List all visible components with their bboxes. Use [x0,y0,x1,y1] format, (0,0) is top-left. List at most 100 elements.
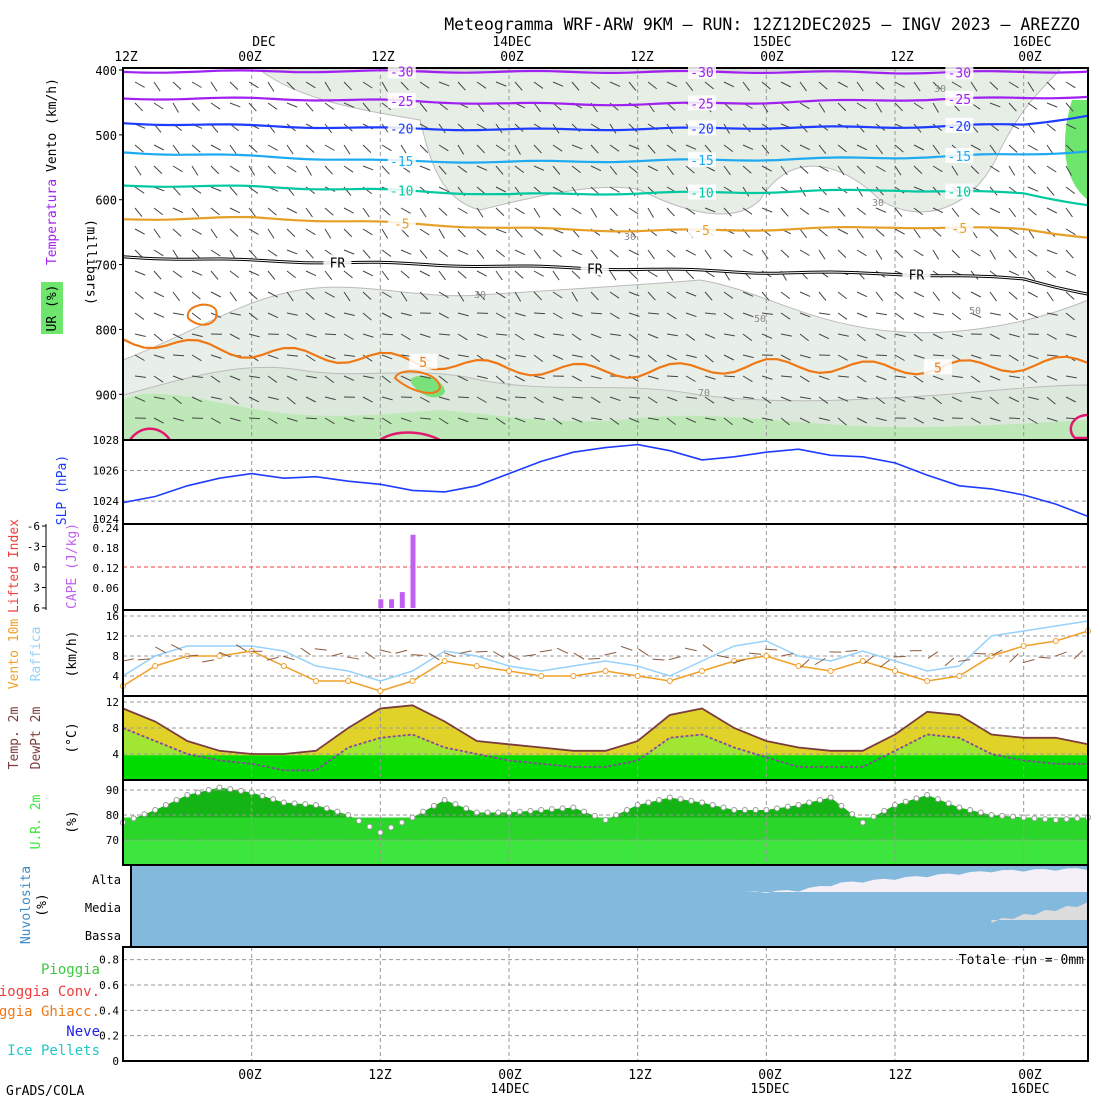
cape-bar [389,599,395,608]
wind-barb [609,270,617,281]
wind-barb [571,165,581,174]
wind-barb [533,312,546,315]
precip-legend-label: Pioggia [41,962,100,978]
wind-barb [647,354,657,363]
wind-barb [305,270,317,277]
top-hour-label: 12Z [371,50,395,65]
wind-barb [856,333,866,342]
wind-barb [571,417,583,423]
wind-barb [267,144,278,151]
wind-barb [305,144,315,153]
wind-barb [685,396,697,399]
wind-barb [666,396,678,402]
wind-barb [1065,123,1077,130]
wind-barb [723,354,735,361]
wind-barb [400,144,408,155]
isotherm-label: -20 [690,122,713,137]
rh-point [495,809,502,816]
wind-barb [476,270,487,277]
rh-point [913,795,920,802]
wind-barb [1065,396,1077,403]
wind-barb [951,333,963,338]
wind-barb [799,333,809,342]
wind-barb [495,228,507,234]
wind-barb [875,228,885,237]
rh-point [538,807,545,813]
wind-barb [153,207,163,216]
wind-barb [590,354,600,363]
wind-barb [400,270,410,279]
isotherm-label: -5 [952,222,968,237]
wind-barb [457,417,469,423]
footer-credit: GrADS/COLA [6,1084,84,1099]
wind-barb [172,186,181,196]
wind-barb [286,144,294,155]
wind-barb [343,291,351,302]
wind-tick-label: 8 [112,650,119,663]
wind-barb [723,81,735,88]
wind-barb [381,312,393,319]
wind-barb [780,417,790,426]
wind-barb [571,354,583,358]
wind-barb [1065,186,1076,195]
wind-barb [628,165,638,174]
wind-barb [685,165,695,174]
wind-barb [305,207,313,218]
wind-barb [362,333,374,338]
wind-barb [381,207,391,216]
wind-barb [913,249,924,257]
wind-barb [989,375,1001,381]
wind-barb [894,312,905,320]
wind-barb [381,291,392,298]
rh-point [645,799,652,806]
wind-barb [1065,81,1076,89]
wind-barb [172,417,184,422]
wind-barb [438,123,446,134]
ur-label-bg [41,282,63,334]
wind-barb [267,396,279,400]
wind-barb [913,291,925,298]
wind-barb [1065,333,1077,338]
wind-barb [875,291,884,301]
wind-barb [856,228,864,239]
wind-barb [989,249,996,260]
cloud-mid-area [991,902,1088,923]
isotherm-label-bg [688,152,716,168]
wind-barb [286,333,297,340]
isotherm-line [122,215,1089,239]
wind-barb [343,333,354,340]
wind-barb [742,144,754,150]
wind-barb [742,354,754,359]
wind-barb [533,375,545,380]
wind-barb [666,270,674,281]
isotherm-label-bg [688,95,716,111]
wind-barb [381,333,394,336]
wind-barb [419,207,427,218]
wind-barb [647,396,658,404]
wind-arrow [300,647,311,656]
wind-arrow [652,658,665,661]
wind-barb [1046,144,1054,155]
wind-barb [381,165,390,175]
wind-barb [666,312,677,320]
wind-barb [362,396,373,403]
wind-barb [552,333,564,336]
wind-barb [514,312,526,317]
pressure-level-label: 500 [95,129,117,143]
rh-point [784,803,791,810]
wind-barb [476,333,488,339]
rh-point [484,809,491,816]
cape-ylabel: CAPE (J/kg) [65,523,80,609]
wind-barb [324,270,333,280]
wind-barb [324,228,332,239]
rh-point [355,817,362,824]
wind-barb [1027,102,1038,110]
wind-point [409,678,416,684]
wind-barb [457,207,468,214]
wind-barb [818,144,827,154]
wind-barb [210,186,222,192]
upper-ylabel-rh: UR (%) [45,285,60,332]
wind-barb [514,333,525,341]
isotherm-label-bg [688,120,716,136]
wind-barb [1046,102,1058,108]
